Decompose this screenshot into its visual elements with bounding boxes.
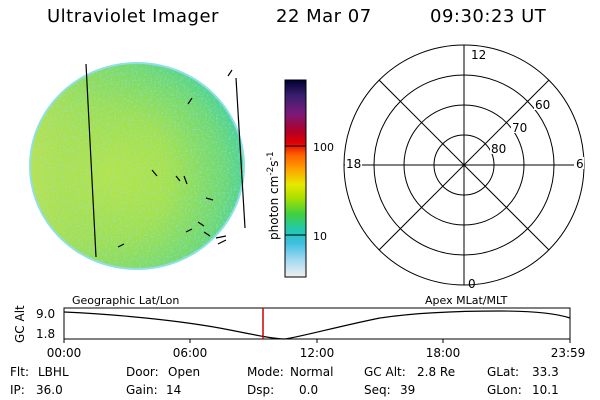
date-label: 22 Mar 07 — [276, 6, 372, 27]
time-label: 09:30:23 UT — [430, 6, 547, 27]
time-tick-1: 06:00 — [173, 346, 208, 360]
gcalt-label: GC Alt: — [364, 365, 406, 379]
apex-title: Apex MLat/MLT — [425, 294, 508, 307]
time-tick-0: 00:00 — [47, 346, 82, 360]
instrument-title: Ultraviolet Imager — [47, 6, 219, 27]
coastline-overlay — [85, 63, 246, 258]
colorbar-unit-label: photon cm-2s-1 — [266, 151, 281, 240]
earth-disk — [29, 62, 245, 270]
altitude-plot-frame — [63, 307, 571, 340]
mlt-label-12: 12 — [471, 48, 486, 62]
gcalt-value: 2.8 Re — [417, 365, 456, 379]
polar-diagonal-2 — [378, 79, 550, 251]
mode-label: Mode: — [247, 365, 284, 379]
gain-label: Gain: — [126, 383, 158, 397]
glon-value: 10.1 — [532, 383, 559, 397]
mlt-label-18: 18 — [346, 157, 361, 171]
flt-value: LBHL — [38, 365, 69, 379]
ip-label: IP: — [10, 383, 25, 397]
time-tick-4: 23:59 — [551, 346, 586, 360]
gain-value: 14 — [166, 383, 182, 397]
mlt-label-0: 0 — [468, 277, 476, 291]
glon-label: GLon: — [487, 383, 522, 397]
lat-label-70: 70 — [512, 121, 527, 135]
seq-label: Seq: — [364, 383, 391, 397]
door-label: Door: — [126, 365, 159, 379]
dsp-label: Dsp: — [247, 383, 275, 397]
altitude-tick-top: 9.0 — [36, 307, 55, 321]
mlt-label-6: 6 — [576, 157, 584, 171]
geographic-title: Geographic Lat/Lon — [72, 294, 179, 307]
lat-label-60: 60 — [535, 98, 550, 112]
colorbar-tick-label-10: 10 — [313, 230, 327, 243]
altitude-axis-label: GC Alt — [13, 305, 27, 343]
door-value: Open — [168, 365, 201, 379]
colorbar-tick-label-100: 100 — [313, 141, 334, 154]
mode-value: Normal — [290, 365, 334, 379]
time-tick-2: 12:00 — [300, 346, 335, 360]
glat-label: GLat: — [487, 365, 520, 379]
seq-value: 39 — [400, 383, 416, 397]
altitude-tick-bottom: 1.8 — [36, 327, 55, 341]
time-tick-3: 18:00 — [426, 346, 461, 360]
lat-label-80: 80 — [491, 142, 506, 156]
ip-value: 36.0 — [36, 383, 63, 397]
colorbar-scale — [284, 79, 307, 278]
altitude-curve — [63, 310, 571, 340]
dsp-value: 0.0 — [299, 383, 319, 397]
flt-label: Flt: — [10, 365, 29, 379]
glat-value: 33.3 — [532, 365, 559, 379]
